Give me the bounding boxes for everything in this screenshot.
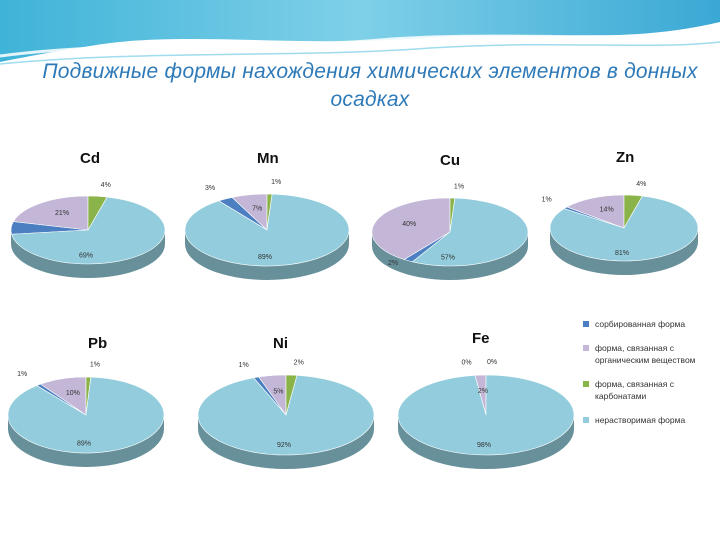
pie-side-pb <box>8 415 164 467</box>
pie-slice-zn-insoluble <box>549 195 699 262</box>
chart-title-cu: Cu <box>440 152 460 169</box>
legend-item-insoluble: нерастворимая форма <box>583 414 715 426</box>
pie-side-mn <box>185 230 349 280</box>
pie-slice-cu-organic <box>371 197 451 260</box>
data-label-zn-insoluble: 81% <box>615 250 629 257</box>
pie-side-fe <box>398 415 574 469</box>
chart-legend: сорбированная форма форма, связанная с о… <box>583 318 715 438</box>
data-label-cu-insoluble: 57% <box>441 255 455 262</box>
data-label-pb-carbonate: 1% <box>90 362 100 369</box>
pie-side-zn <box>550 228 698 275</box>
pie-slice-ni-insoluble <box>197 375 375 456</box>
data-label-mn-carbonate: 1% <box>271 179 281 186</box>
data-label-fe-carbonate: 0% <box>487 359 497 366</box>
data-label-ni-sorbed: 1% <box>239 362 249 369</box>
data-label-ni-insoluble: 92% <box>277 442 291 449</box>
pie-slice-zn-organic <box>566 194 625 229</box>
pie-slice-cu-insoluble <box>411 197 529 267</box>
data-label-ni-carbonate: 2% <box>294 359 304 366</box>
data-label-fe-organic: 2% <box>478 388 488 395</box>
data-label-pb-sorbed: 1% <box>17 371 27 378</box>
data-label-fe-insoluble: 98% <box>477 442 491 449</box>
legend-swatch-organic <box>583 345 589 351</box>
legend-item-organic: форма, связанная с органическим вещество… <box>583 342 715 366</box>
data-label-zn-organic: 14% <box>600 207 614 214</box>
data-label-zn-sorbed: 1% <box>542 196 552 203</box>
pie-chart-zn: Zn 1% 14% 4% 81% <box>542 149 699 275</box>
pie-slice-fe-insoluble <box>397 374 575 456</box>
slide-title: Подвижные формы нахождения химических эл… <box>42 60 698 111</box>
data-label-pb-insoluble: 89% <box>77 441 91 448</box>
data-label-ni-organic: 5% <box>273 388 283 395</box>
data-label-zn-carbonate: 4% <box>636 181 646 188</box>
pie-side-ni <box>198 415 374 469</box>
legend-swatch-carbonate <box>583 381 589 387</box>
chart-title-cd: Cd <box>80 150 100 167</box>
legend-label-organic: форма, связанная с органическим вещество… <box>595 343 696 365</box>
legend-label-insoluble: нерастворимая форма <box>595 415 686 425</box>
pie-chart-pb: Pb 1% 10% 1% 89% <box>7 335 165 467</box>
legend-swatch-insoluble <box>583 417 589 423</box>
data-label-fe-sorbed: 0% <box>461 360 471 367</box>
pie-side-cu <box>372 232 528 280</box>
pie-slice-cd-insoluble <box>11 196 166 265</box>
chart-title-zn: Zn <box>616 149 634 166</box>
legend-swatch-sorbed <box>583 321 589 327</box>
data-label-cu-carbonate: 1% <box>454 184 464 191</box>
pie-slice-pb-insoluble <box>7 376 165 454</box>
data-label-cd-organic: 21% <box>55 210 69 217</box>
chart-title-ni: Ni <box>273 335 288 352</box>
legend-item-carbonate: форма, связанная с карбонатами <box>583 378 715 402</box>
data-label-cu-sorbed: 2% <box>388 260 398 267</box>
chart-title-pb: Pb <box>88 335 107 352</box>
data-label-mn-insoluble: 89% <box>258 254 272 261</box>
pie-slice-mn-insoluble <box>184 193 350 267</box>
chart-title-fe: Fe <box>472 330 490 347</box>
pie-chart-cu: Cu 2% 40% 1% 57% <box>371 152 529 280</box>
pie-chart-fe: Fe 0% 2% 0% 98% <box>397 330 575 469</box>
data-label-mn-sorbed: 3% <box>205 185 215 192</box>
legend-label-carbonate: форма, связанная с карбонатами <box>595 379 674 401</box>
legend-item-sorbed: сорбированная форма <box>583 318 715 330</box>
data-label-cu-organic: 40% <box>402 221 416 228</box>
header-wave-decoration <box>0 0 720 65</box>
data-label-cd-insoluble: 69% <box>79 253 93 260</box>
pie-side-cd <box>11 230 165 278</box>
pie-chart-cd: Cd6%21%4%69% <box>10 150 166 278</box>
data-label-mn-organic: 7% <box>252 206 262 213</box>
data-label-pb-organic: 10% <box>66 390 80 397</box>
data-label-cd-carbonate: 4% <box>101 182 111 189</box>
chart-title-mn: Mn <box>257 150 279 167</box>
pie-slice-cd-organic <box>12 195 89 231</box>
pie-chart-ni: Ni 1% 5% 2% 92% <box>197 335 375 469</box>
pie-chart-mn: Mn 3% 7% 1% 89% <box>184 150 350 280</box>
legend-label-sorbed: сорбированная форма <box>595 319 686 329</box>
